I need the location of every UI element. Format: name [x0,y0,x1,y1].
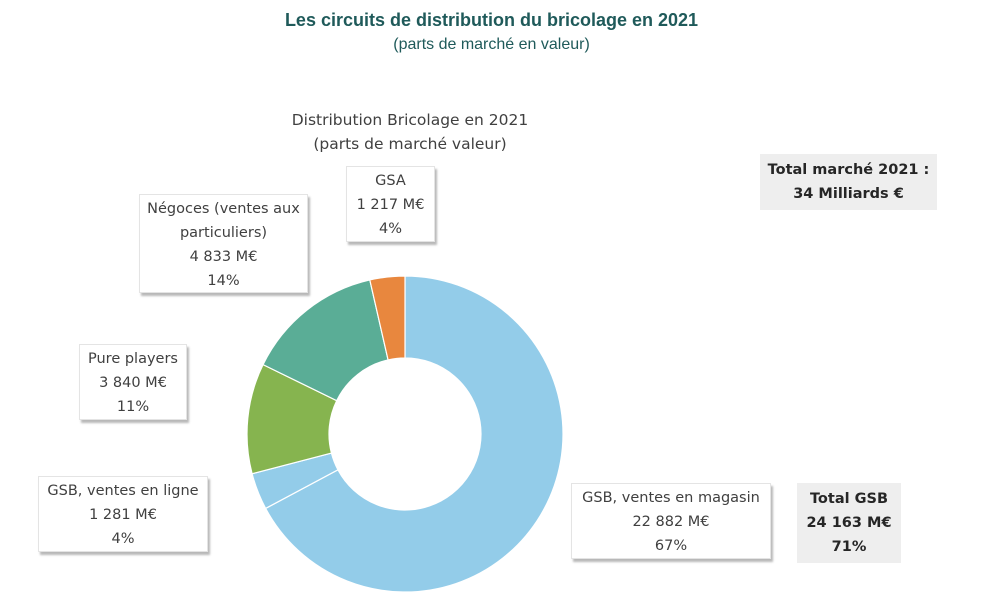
data-label-pure-players: Pure players 3 840 M€ 11% [79,344,187,420]
data-label-negoces: Négoces (ventes aux particuliers) 4 833 … [139,194,308,293]
total-gsb-title: Total GSB [809,491,889,507]
slice-percent-gsa: 4% [378,221,402,237]
slice-percent-pure-players: 11% [116,399,150,415]
slice-percent-gsb-store: 67% [654,538,688,554]
total-market-title: Total marché 2021 : [767,162,930,178]
slice-value-gsb-store: 22 882 M€ [632,514,710,530]
slice-name-gsa: GSA [375,173,406,189]
slice-name-pure-players: Pure players [88,351,178,367]
slice-value-gsa: 1 217 M€ [356,197,425,213]
slice-value-pure-players: 3 840 M€ [99,375,167,391]
slice-name-negoces-line2: particuliers) [179,225,268,241]
total-market-annotation: Total marché 2021 : 34 Milliards € [760,154,937,210]
data-label-gsb-online: GSB, ventes en ligne 1 281 M€ 4% [38,476,208,552]
slice-name-gsb-online: GSB, ventes en ligne [47,483,199,499]
total-gsb-percent: 71% [831,539,867,555]
slice-value-negoces: 4 833 M€ [189,249,258,265]
chart-title-block: Distribution Bricolage en 2021 (parts de… [260,108,560,156]
page-subtitle: (parts de marché en valeur) [393,36,590,53]
slice-gsb-store [264,275,564,593]
total-gsb-value: 24 163 M€ [806,515,892,531]
data-label-gsa: GSA 1 217 M€ 4% [346,166,435,242]
data-label-gsb-store: GSB, ventes en magasin 22 882 M€ 67% [571,483,771,559]
page-title: Les circuits de distribution du bricolag… [284,10,699,30]
slice-value-gsb-online: 1 281 M€ [89,507,157,523]
slice-name-gsb-store: GSB, ventes en magasin [582,490,760,506]
chart-subtitle: (parts de marché valeur) [313,135,507,153]
slice-percent-gsb-online: 4% [111,531,135,547]
chart-title: Distribution Bricolage en 2021 [291,111,529,129]
total-market-value: 34 Milliards € [793,186,904,202]
slice-name-negoces-line1: Négoces (ventes aux [147,201,300,217]
total-gsb-annotation: Total GSB 24 163 M€ 71% [797,483,901,563]
slice-percent-negoces: 14% [207,273,240,289]
slice-gsa [369,275,406,361]
